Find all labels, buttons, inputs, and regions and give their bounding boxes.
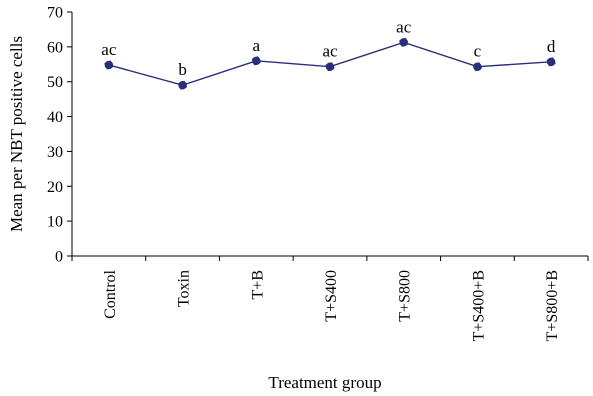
data-point (325, 62, 335, 72)
y-axis-title: Mean per NBT positive cells (7, 36, 26, 232)
y-tick-label: 10 (47, 214, 63, 231)
x-tick-label: T+S400+B (470, 270, 487, 341)
y-axis: 0 10 20 30 40 50 60 70 (47, 5, 73, 266)
y-tick-label: 0 (55, 249, 63, 266)
point-label: c (474, 42, 482, 61)
x-tick-label: T+S800+B (544, 270, 561, 341)
point-label: ac (101, 40, 117, 59)
point-label: ac (322, 42, 338, 61)
point-label: ac (396, 17, 412, 36)
point-label: b (178, 60, 187, 79)
data-point (399, 37, 409, 47)
point-label: a (253, 36, 261, 55)
x-tick-label: T+S400 (323, 270, 340, 322)
x-axis: Control Toxin T+B T+S400 T+S800 T+S400+B T+S80… (71, 255, 589, 341)
point-label: d (547, 37, 556, 56)
y-tick-label: 40 (47, 109, 63, 126)
x-tick-label: T+B (249, 270, 266, 299)
data-point (251, 56, 261, 66)
y-tick-label: 30 (47, 144, 63, 161)
x-tick-label: T+S800 (397, 270, 414, 322)
x-tick-label: Control (102, 269, 119, 318)
data-point (104, 60, 114, 70)
data-point (546, 57, 556, 67)
series-layer: ac b a ac ac c d (101, 17, 556, 90)
y-tick-label: 70 (47, 5, 63, 22)
y-tick-label: 60 (47, 39, 63, 56)
data-point (178, 80, 187, 90)
y-tick-label: 50 (47, 74, 63, 91)
x-axis-title: Treatment group (268, 373, 381, 392)
x-tick-label: Toxin (176, 270, 193, 307)
data-point (473, 62, 482, 72)
y-tick-label: 20 (47, 179, 63, 196)
